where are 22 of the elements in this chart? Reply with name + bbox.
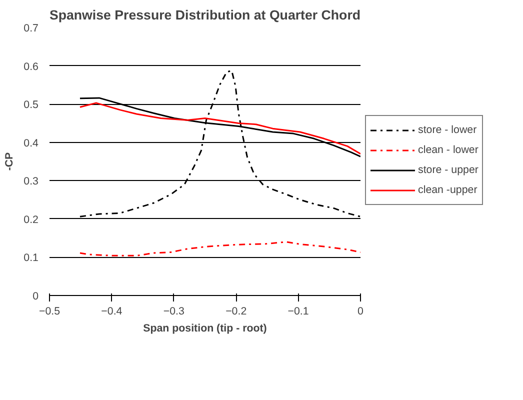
chart-title: Spanwise Pressure Distribution at Quarter Chord bbox=[49, 8, 361, 22]
y-tick-label: 0.4 bbox=[24, 137, 39, 150]
y-tick-label: 0.7 bbox=[24, 22, 39, 34]
x-axis-title: Span position (tip - root) bbox=[143, 322, 268, 334]
x-tick-label: 0 bbox=[358, 306, 364, 318]
x-tick-label: −0.5 bbox=[38, 306, 60, 318]
y-tick-label: 0.6 bbox=[24, 60, 39, 73]
y-tick-label: 0.3 bbox=[24, 176, 39, 188]
x-tick-label: −0.3 bbox=[163, 306, 184, 318]
y-tick-label: 0.1 bbox=[24, 252, 39, 264]
x-tick-label: −0.4 bbox=[101, 306, 122, 318]
x-tick-label: −0.2 bbox=[226, 306, 247, 318]
legend-label: clean - lower bbox=[418, 144, 478, 156]
legend-label: store - upper bbox=[418, 164, 478, 176]
legend-label: store - lower bbox=[418, 124, 477, 136]
x-tick-label: −0.1 bbox=[288, 306, 309, 318]
y-axis-title: -CP bbox=[4, 152, 16, 171]
line-series bbox=[79, 241, 360, 256]
y-tick-label: 0.2 bbox=[24, 214, 39, 226]
y-tick-label: 0 bbox=[32, 290, 39, 302]
legend-label: clean -upper bbox=[418, 184, 478, 196]
y-tick-label: 0.5 bbox=[24, 99, 39, 112]
